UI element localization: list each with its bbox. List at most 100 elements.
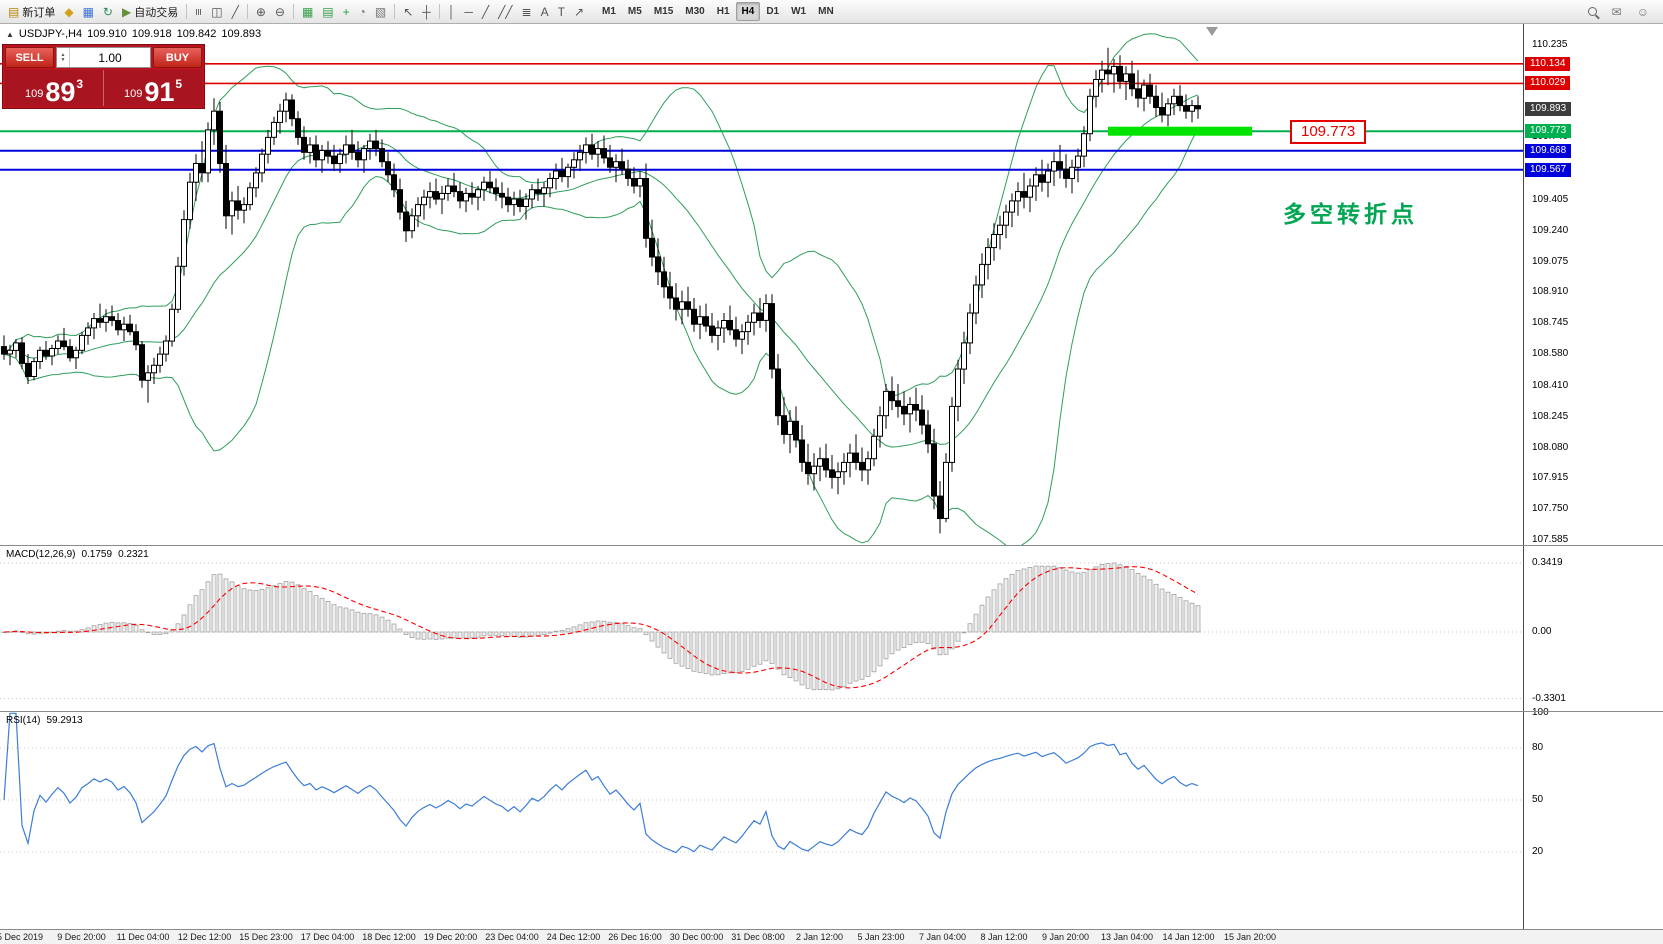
label-button[interactable]: T: [554, 2, 569, 22]
volume-stepper[interactable]: ▲ ▼: [57, 48, 70, 67]
community-icon: ☺: [1636, 4, 1649, 19]
time-label: 19 Dec 20:00: [423, 932, 478, 942]
refresh-button[interactable]: ↻: [99, 2, 117, 22]
chart-profile-icon: ◆: [64, 4, 74, 19]
pane-separator[interactable]: [0, 929, 1663, 930]
time-label: 13 Jan 04:00: [1100, 932, 1154, 942]
zoom-out-button[interactable]: ⊖: [271, 2, 289, 22]
bar-chart-icon: ≡: [191, 7, 206, 16]
macd-axis-tick: 0.3419: [1532, 557, 1563, 568]
rsi-chart: [0, 712, 1523, 929]
support-badge-green: 109.773: [1525, 124, 1572, 139]
rsi-axis-tick: 80: [1532, 742, 1544, 753]
pane-separator[interactable]: [0, 545, 1663, 546]
timeframe-d1-button[interactable]: D1: [766, 6, 780, 17]
time-label: 18 Dec 12:00: [362, 932, 416, 942]
line-chart-button[interactable]: ╱: [228, 2, 243, 22]
autotrading-icon: ▶: [121, 4, 132, 19]
price-tick: 108.080: [1532, 441, 1569, 453]
vertical-line-icon: │: [447, 4, 456, 19]
timeframe-m15-button[interactable]: M15: [653, 6, 674, 17]
buy-price-sup: 5: [175, 77, 183, 91]
timeframe-m5-button[interactable]: M5: [627, 6, 642, 17]
community-button[interactable]: ☺: [1633, 2, 1653, 22]
new-order-button[interactable]: ▤ 新订单: [4, 2, 59, 22]
indicators-button[interactable]: +: [339, 2, 354, 22]
time-label: 5 Dec 2019: [0, 932, 44, 942]
rsi-pane[interactable]: RSI(14) 59.2913: [0, 712, 1523, 929]
time-label: 23 Dec 04:00: [485, 932, 539, 942]
one-click-trading-panel: SELL ▲ ▼ 1.00 BUY 109 89 3 109 91 5: [2, 44, 205, 109]
tile-windows-button[interactable]: ▦: [298, 2, 317, 22]
macd-chart: [0, 546, 1523, 711]
timeframe-m1-button[interactable]: M1: [602, 6, 616, 17]
price-tick: 110.235: [1532, 38, 1568, 50]
candlestick-chart[interactable]: [0, 24, 1523, 545]
main-chart-pane[interactable]: ▲ USDJPY-,H4 109.910 109.918 109.842 109…: [0, 24, 1523, 545]
candlestick-chart-button[interactable]: ◫: [207, 2, 226, 22]
price-tick: 107.750: [1532, 503, 1569, 515]
stepper-up-icon[interactable]: ▲: [60, 51, 66, 58]
arrows-button[interactable]: ↗: [570, 2, 588, 22]
line-chart-icon: ╱: [231, 4, 239, 19]
arrange-windows-button[interactable]: ▤: [318, 2, 337, 22]
bid-price-badge: 109.893: [1525, 101, 1572, 116]
timeframe-mn-button[interactable]: MN: [818, 6, 834, 17]
price-tick: 108.410: [1532, 379, 1569, 391]
vertical-line-button[interactable]: │: [444, 2, 460, 22]
rsi-axis-tick: 100: [1532, 707, 1549, 719]
search-button[interactable]: [1584, 2, 1601, 22]
ohlc-close: 109.893: [221, 28, 262, 40]
timeframe-h4-button[interactable]: H4: [735, 2, 761, 21]
templates-button[interactable]: ▧: [371, 2, 390, 22]
trendline-button[interactable]: ╱: [478, 2, 493, 22]
channel-icon: ╱╱: [498, 4, 513, 19]
sell-button[interactable]: SELL: [5, 47, 54, 68]
resistance-badge-1: 110.134: [1525, 56, 1571, 71]
message-icon: ✉: [1611, 4, 1622, 19]
price-axis[interactable]: 110.235109.740109.405109.240109.075108.9…: [1523, 24, 1663, 930]
toolbar-separator: [438, 4, 440, 19]
buy-button[interactable]: BUY: [153, 47, 202, 68]
zoom-in-icon: ⊕: [255, 4, 266, 19]
sell-price-big: 89: [45, 77, 76, 107]
buy-price-display[interactable]: 109 91 5: [104, 70, 202, 106]
stepper-down-icon[interactable]: ▼: [60, 56, 66, 63]
message-button[interactable]: ✉: [1608, 2, 1626, 22]
timeframe-m30-button[interactable]: M30: [685, 6, 705, 17]
horizontal-line-button[interactable]: ─: [460, 2, 477, 22]
sell-price-display[interactable]: 109 89 3: [5, 70, 104, 106]
zoom-in-button[interactable]: ⊕: [252, 2, 270, 22]
annotation-price-box[interactable]: 109.773: [1290, 120, 1367, 144]
text-icon: A: [540, 4, 549, 19]
cursor-button[interactable]: ↖: [399, 2, 417, 22]
volume-input[interactable]: 1.00: [98, 50, 122, 65]
ohlc-high: 109.918: [131, 28, 172, 40]
time-label: 9 Dec 20:00: [57, 932, 106, 942]
timeframe-h1-button[interactable]: H1: [716, 6, 730, 17]
new-order-icon: ▤: [8, 4, 20, 19]
one-click-panel-toggle[interactable]: ▲: [6, 29, 14, 39]
toolbar-separator: [186, 4, 188, 19]
market-watch-button[interactable]: ▦: [79, 2, 98, 22]
fibonacci-button[interactable]: ≣: [518, 2, 536, 22]
time-label: 15 Dec 23:00: [239, 932, 293, 942]
timeframe-w1-button[interactable]: W1: [791, 6, 807, 17]
time-label: 11 Dec 04:00: [116, 932, 170, 942]
time-label: 8 Jan 12:00: [980, 932, 1028, 942]
macd-pane[interactable]: MACD(12,26,9) 0.1759 0.2321: [0, 546, 1523, 711]
annotation-turning-point[interactable]: 多空转折点: [1283, 201, 1418, 227]
channel-button[interactable]: ╱╱: [494, 2, 516, 22]
bar-chart-button[interactable]: ≡: [191, 2, 206, 22]
crosshair-button[interactable]: ┼: [418, 2, 435, 22]
chart-profile-button[interactable]: ◆: [60, 2, 77, 22]
pane-separator[interactable]: [0, 711, 1663, 712]
text-button[interactable]: A: [537, 2, 553, 22]
time-axis[interactable]: 5 Dec 2019 9 Dec 20:00 11 Dec 04:00 12 Dec …: [0, 930, 1663, 944]
toolbar-separator: [246, 4, 248, 19]
time-label: 15 Jan 20:00: [1223, 932, 1277, 942]
price-tick: 109.075: [1532, 255, 1569, 267]
autotrading-button[interactable]: ▶ 自动交易: [118, 2, 182, 22]
macd-axis-tick: 0.00: [1532, 626, 1552, 637]
periods-button[interactable]: ◔: [355, 2, 370, 22]
